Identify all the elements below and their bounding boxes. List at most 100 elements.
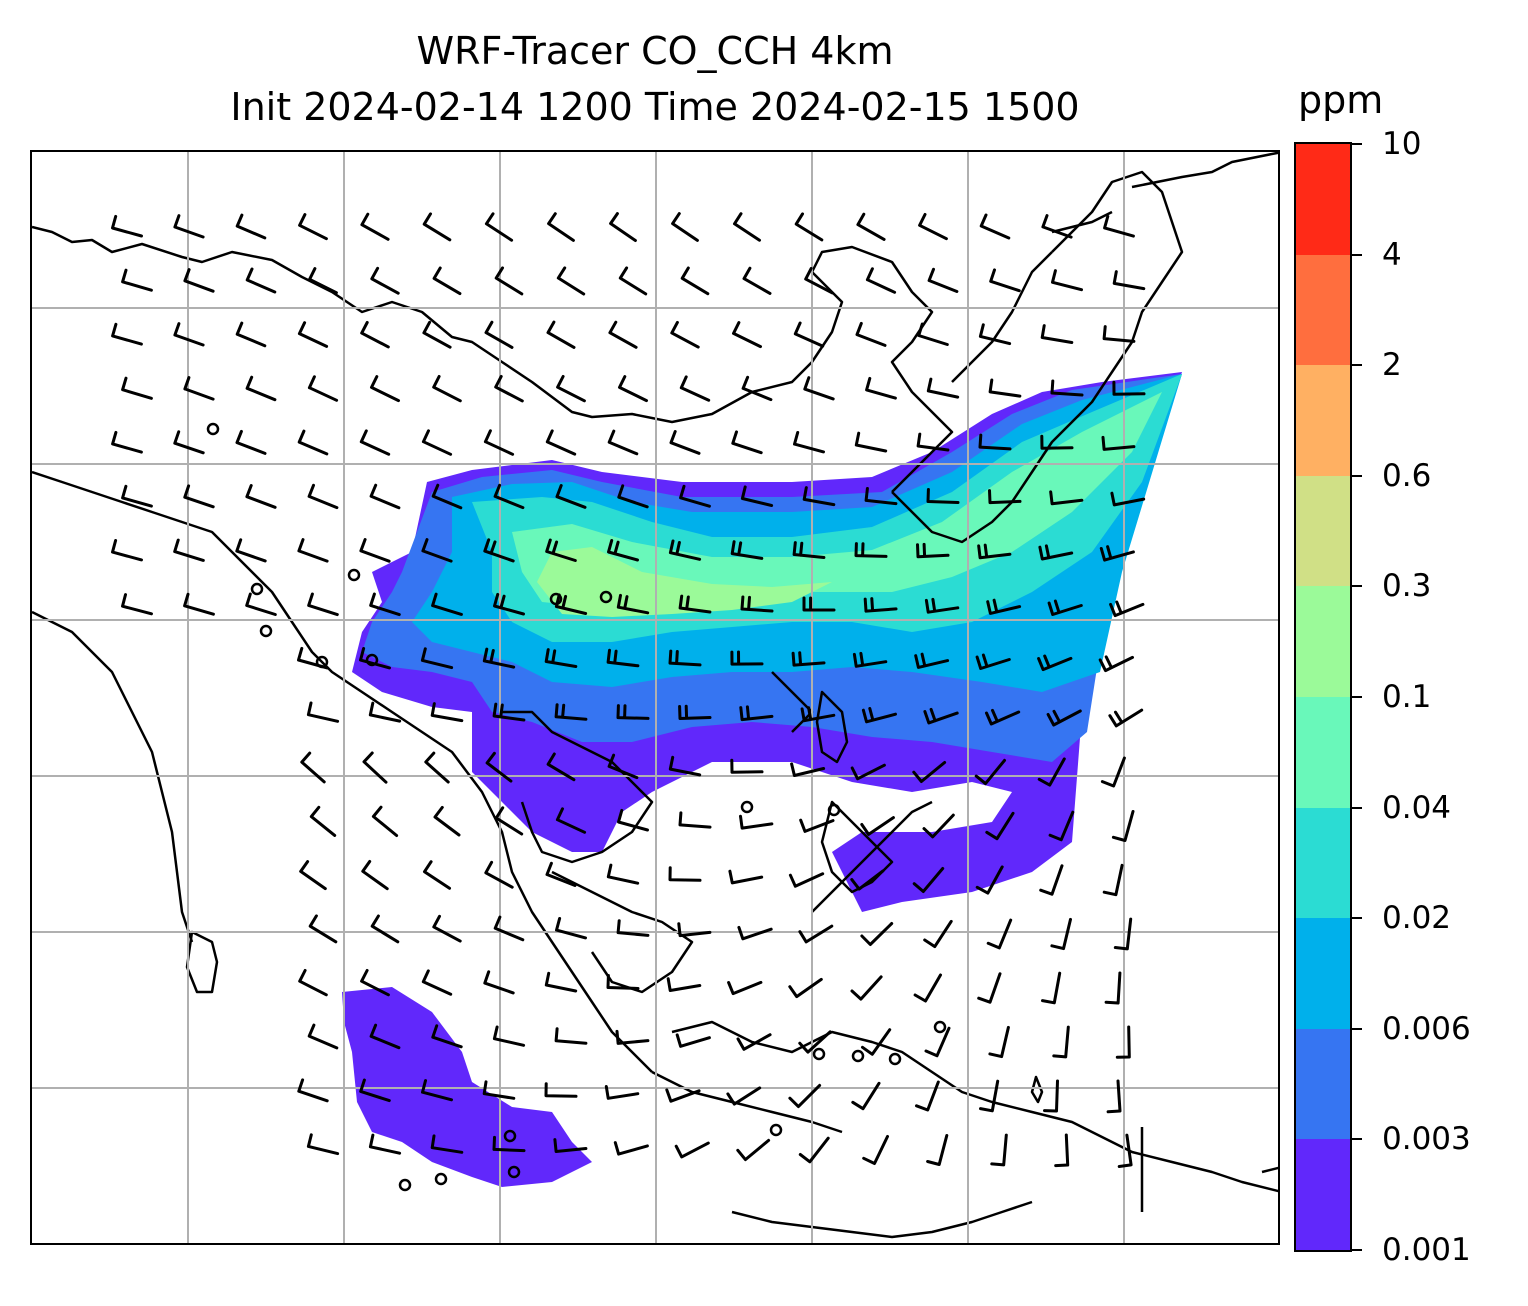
wind-barb (800, 706, 836, 723)
wind-barb (728, 869, 764, 885)
map-gridlines (32, 152, 1278, 1243)
wind-barb (299, 860, 327, 891)
wind-barb (1041, 971, 1062, 1005)
wind-barb (733, 212, 761, 242)
wind-barb (183, 592, 215, 616)
wind-barb (865, 267, 897, 294)
wind-barb (431, 1024, 463, 1049)
wind-barb (668, 866, 702, 882)
wind-barb (977, 543, 1012, 560)
colorbar-tick-label: 2 (1382, 347, 1402, 384)
calm-wind-marker (503, 1129, 517, 1143)
wind-barb (111, 214, 143, 238)
wind-barb (307, 592, 339, 617)
wind-barb (423, 860, 451, 890)
wind-barb (555, 807, 587, 834)
wind-barb (1052, 1025, 1070, 1059)
wind-barb (492, 1135, 526, 1153)
wind-barb (1049, 490, 1084, 506)
calm-wind-marker (250, 582, 264, 596)
wind-barb (307, 375, 339, 402)
wind-barbs (111, 212, 1146, 1168)
wind-barb (482, 1080, 516, 1100)
wind-barb (613, 1141, 649, 1156)
calm-wind-marker (851, 1049, 865, 1063)
wind-barb (1050, 917, 1072, 951)
wind-barb (307, 1023, 339, 1050)
wind-barb (309, 805, 337, 837)
wind-barb (492, 702, 526, 722)
wind-barb (678, 594, 712, 614)
calm-wind-marker (933, 1020, 947, 1034)
wind-barb (665, 1088, 701, 1103)
map-canvas (32, 152, 1278, 1243)
wind-barb (121, 484, 153, 508)
wind-barb (912, 867, 945, 893)
wind-barb (914, 652, 950, 669)
wind-barb (297, 1078, 329, 1103)
wind-barb (1040, 434, 1074, 450)
wind-barb (793, 321, 825, 348)
wind-barb (546, 752, 576, 782)
wind-barb (300, 751, 326, 784)
wind-barb (1050, 379, 1084, 397)
colorbar-tick-label: 0.6 (1382, 457, 1432, 494)
wind-barb (1112, 380, 1146, 396)
calm-wind-marker (812, 1047, 826, 1061)
wind-barb (546, 320, 576, 349)
wind-barb (307, 483, 339, 510)
wind-barb (494, 374, 524, 403)
wind-barb (369, 592, 401, 617)
wind-barb (793, 431, 825, 454)
wind-barb (669, 430, 701, 455)
colorbar-segment (1296, 475, 1350, 587)
wind-barb (862, 1135, 889, 1165)
wind-barb (493, 483, 525, 510)
colorbar-tick (1352, 474, 1362, 477)
wind-barb (121, 593, 153, 616)
wind-barb (111, 430, 143, 454)
wind-barb (554, 1027, 588, 1045)
wind-barb (731, 430, 763, 455)
wind-barb (368, 1133, 402, 1155)
wind-barb (674, 1141, 710, 1159)
wind-barb (730, 540, 764, 560)
wind-barb (606, 974, 640, 990)
wind-barb (1115, 1025, 1131, 1059)
wind-barb (677, 922, 712, 938)
wind-barb (850, 763, 886, 781)
wind-barb (791, 651, 826, 667)
wind-barb (615, 1029, 650, 1045)
wind-barb (245, 592, 277, 616)
wind-barb (788, 1083, 822, 1109)
wind-barb (545, 538, 577, 562)
wind-barb (727, 980, 763, 996)
wind-barb (1112, 270, 1146, 291)
wind-barb (926, 488, 960, 504)
wind-barb (678, 811, 712, 829)
wind-barb (371, 805, 399, 837)
wind-barb (679, 484, 711, 508)
calm-wind-marker (347, 568, 361, 582)
wind-barb (432, 266, 462, 296)
wind-barb (370, 914, 400, 944)
colorbar-segment (1296, 586, 1350, 698)
map-panel[interactable] (30, 150, 1280, 1245)
map-title-line2: Init 2024-02-14 1200 Time 2024-02-15 150… (230, 85, 1080, 129)
tracer-plume (342, 372, 1182, 1187)
colorbar-tick (1352, 143, 1362, 145)
wind-barb (742, 266, 772, 295)
colorbar-segment (1296, 144, 1350, 255)
wind-barb (986, 598, 1022, 615)
colorbar-tick-label: 0.3 (1382, 568, 1432, 605)
wind-barb (790, 762, 826, 777)
calm-wind-marker (434, 1172, 448, 1186)
wind-barb (1054, 1133, 1070, 1168)
wind-barb (915, 1080, 940, 1112)
wind-barb (607, 539, 639, 562)
wind-barb (922, 813, 955, 839)
colorbar-tick-label: 0.04 (1382, 789, 1452, 826)
wind-barb (1111, 810, 1135, 842)
wind-barb (306, 701, 340, 723)
wind-barb (360, 969, 390, 997)
